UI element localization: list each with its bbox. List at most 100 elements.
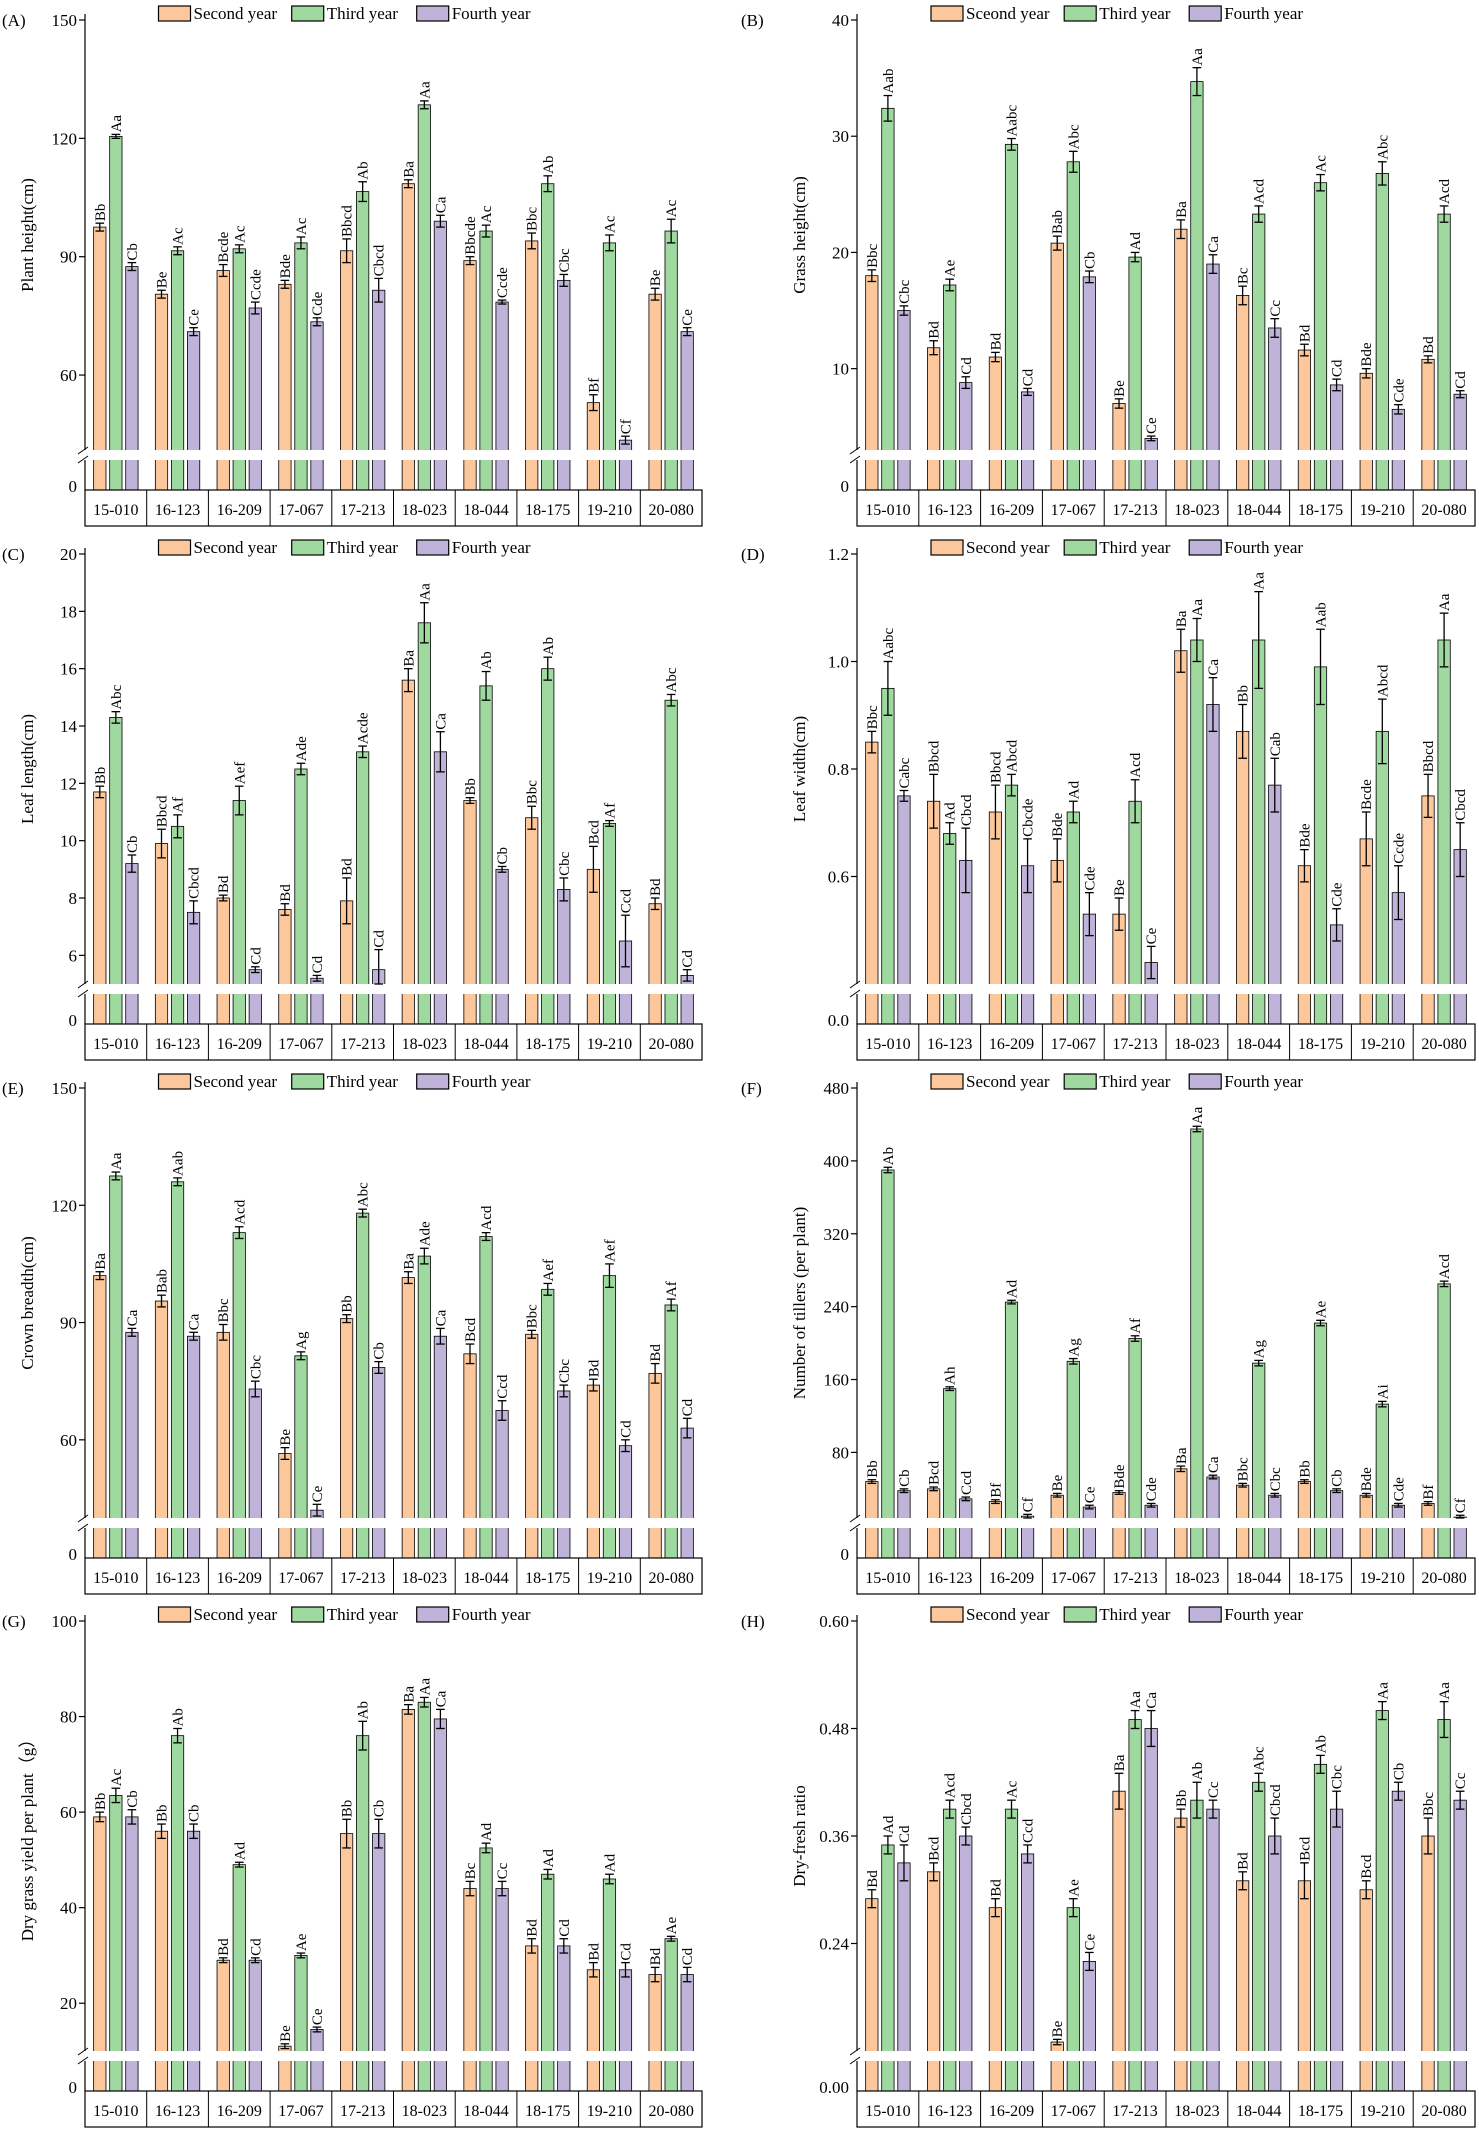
significance-label: Be (278, 2025, 294, 2042)
significance-label: Bb (155, 1805, 171, 1823)
significance-label: Ba (1174, 201, 1190, 218)
significance-label: Ad (541, 1849, 557, 1868)
bar (1252, 1781, 1266, 2092)
category-label: 18-175 (1298, 1036, 1343, 1053)
significance-label: Bd (1297, 324, 1313, 342)
legend-swatch (930, 1073, 964, 1090)
category-label: 18-175 (525, 2103, 570, 2120)
significance-label: Cf (1453, 1498, 1469, 1513)
bar (1128, 1719, 1142, 2092)
axis-break-mark (77, 1514, 89, 1523)
significance-label: Bcd (586, 820, 602, 845)
significance-label: Bd (1236, 1852, 1252, 1870)
significance-label: Cbcd (1268, 1784, 1284, 1816)
significance-label: Ce (1082, 1486, 1098, 1503)
category-label: 17-213 (340, 1570, 385, 1587)
axis-break-gap (851, 984, 1477, 994)
legend-swatch (1188, 539, 1222, 556)
significance-label: Bb (1236, 685, 1252, 703)
category-label: 20-080 (1421, 1036, 1466, 1053)
significance-label: Ag (1252, 1340, 1268, 1359)
category-label: 15-010 (93, 1570, 138, 1587)
significance-label: Bd (525, 1919, 541, 1937)
category-label: 19-210 (587, 2103, 632, 2120)
significance-label: Ca (433, 196, 449, 213)
bar (557, 1945, 571, 2092)
significance-label: Cbcd (372, 244, 388, 276)
bar (356, 751, 370, 1025)
category-label: 16-209 (217, 502, 262, 519)
category-label: 17-213 (1112, 502, 1157, 519)
significance-label: Abcd (1005, 739, 1021, 772)
significance-label: Ccde (248, 269, 264, 300)
category-label: 20-080 (648, 2103, 693, 2120)
bar (557, 888, 571, 1025)
y-tick-label: 0 (69, 2078, 78, 2097)
significance-label: Cb (897, 1469, 913, 1487)
axis-break-mark (849, 446, 861, 455)
panel-g-dry-grass-yield: (G) Dry grass yield per plant（g） Bb Bb Bd Be B… (0, 1601, 740, 2135)
bar (1206, 704, 1220, 1025)
significance-label: Bcd (1359, 1854, 1375, 1879)
legend-label: Fourth year (1224, 538, 1303, 557)
panel-label: (H) (741, 1612, 765, 1631)
significance-label: Bb (340, 1295, 356, 1313)
bar (372, 1367, 386, 1559)
category-label: 17-067 (278, 502, 323, 519)
bar (187, 331, 201, 491)
significance-label: Cde (1144, 1477, 1160, 1502)
significance-label: Be (1112, 380, 1128, 397)
significance-label: Cd (1021, 368, 1037, 386)
significance-label: Bcde (1359, 779, 1375, 810)
y-tick-label: 20 (60, 545, 77, 564)
y-tick-label: 100 (52, 1612, 78, 1631)
bar (1004, 1808, 1019, 2092)
panel-h-dry-fresh-ratio: (H) Dry-fresh ratio Bd Bcd Bd Be Ba Bb Bd Bcd Bcd B… (739, 1601, 1479, 2135)
significance-label: Cd (618, 1420, 634, 1438)
significance-label: Cd (310, 955, 326, 973)
bar (1329, 1808, 1344, 2092)
bar (1297, 865, 1312, 1025)
bar (248, 1388, 262, 1559)
bar (557, 1390, 571, 1559)
significance-label: Ab (356, 1701, 372, 1719)
significance-label: Cb (1330, 1469, 1346, 1487)
bar (310, 321, 324, 491)
significance-label: Bbc (216, 1298, 232, 1323)
legend-label: Second year (194, 4, 278, 23)
significance-label: Be (1112, 879, 1128, 896)
legend-swatch (157, 5, 192, 22)
bar (1066, 1360, 1080, 1559)
significance-label: Cb (125, 1790, 141, 1808)
axis-break-mark (77, 2047, 89, 2056)
axis-break-mark (849, 989, 861, 998)
axis-break-gap (79, 984, 704, 994)
bar (865, 741, 879, 1025)
significance-label: Ai (1375, 1384, 1391, 1399)
significance-label: Aa (109, 115, 125, 133)
bar (417, 622, 431, 1025)
legend-swatch (1188, 1606, 1222, 1623)
significance-label: Bd (340, 858, 356, 876)
significance-label: Bde (1359, 342, 1375, 367)
bar (943, 1388, 957, 1559)
significance-label: Aef (602, 1239, 618, 1262)
category-label: 16-209 (989, 1570, 1034, 1587)
panel-label: (F) (741, 1079, 762, 1098)
category-label: 16-123 (155, 2103, 200, 2120)
chart-svg: (E) Crown breadth(cm) Ba Bab Bbc Be Bb Ba Bcd Bbc… (2, 1072, 704, 1595)
significance-label: Ccd (618, 889, 634, 914)
panel-d-leaf-width: (D) Leaf width(cm) Bbc Bbcd Bbcd Bde Be Ba Bb Bde… (739, 534, 1479, 1068)
significance-label: Acd (1252, 178, 1268, 203)
bar (618, 1969, 633, 2092)
significance-label: Aabc (881, 628, 897, 660)
category-label: 18-175 (525, 502, 570, 519)
significance-label: Bd (988, 1879, 1004, 1897)
category-label: 17-213 (340, 1036, 385, 1053)
category-label: 16-123 (927, 1570, 972, 1587)
bar (525, 1945, 539, 2092)
y-tick-label: 10 (60, 832, 77, 851)
significance-label: Ab (356, 161, 372, 179)
significance-label: Aef (232, 762, 248, 785)
significance-label: Cb (125, 243, 141, 261)
